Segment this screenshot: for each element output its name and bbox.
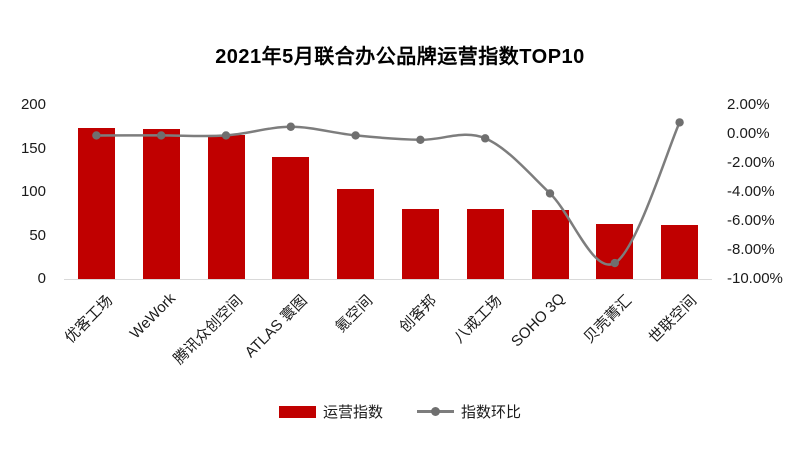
- bar-SOHO 3Q: [531, 210, 569, 279]
- line-marker-WeWork: [157, 131, 166, 140]
- right-axis-tick: -10.00%: [727, 270, 783, 287]
- left-axis-tick: 200: [20, 96, 46, 113]
- line-swatch-icon: [417, 407, 454, 416]
- line-marker-优客工场: [92, 131, 101, 140]
- bar-优客工场: [77, 128, 115, 279]
- bar-世联空间: [661, 225, 699, 279]
- legend-label-operating-index: 运营指数: [322, 404, 383, 421]
- right-axis-tick: -8.00%: [727, 241, 775, 258]
- legend: 运营指数 指数环比: [0, 401, 800, 422]
- line-marker-ATLAS 寰图: [286, 122, 295, 131]
- bar-贝壳菁汇: [596, 224, 634, 279]
- legend-item-operating-index: 运营指数: [278, 401, 383, 422]
- left-axis-tick: 0: [37, 270, 46, 287]
- right-axis-tick: 2.00%: [727, 96, 770, 113]
- line-marker-腾讯众创空间: [221, 131, 231, 140]
- bar-ATLAS 寰图: [272, 157, 310, 279]
- chart-title: 2021年5月联合办公品牌运营指数TOP10: [215, 46, 585, 68]
- right-axis-tick: -2.00%: [727, 154, 775, 171]
- bar-八戒工场: [466, 209, 504, 279]
- line-marker-世联空间: [675, 118, 684, 127]
- line-marker-贝壳菁汇: [610, 258, 619, 268]
- left-axis-tick: 150: [20, 139, 46, 157]
- line-marker-SOHO 3Q: [545, 189, 555, 198]
- line-marker-氪空间: [351, 131, 360, 140]
- legend-item-mom-index: 指数环比: [417, 401, 521, 422]
- x-axis-line: [64, 279, 712, 280]
- left-axis-tick: 50: [29, 226, 46, 244]
- right-axis-tick: 0.00%: [727, 125, 770, 142]
- line-marker-创客邦: [416, 135, 425, 144]
- trend-line: [96, 121, 681, 266]
- bar-WeWork: [142, 129, 180, 279]
- bar-腾讯众创空间: [207, 135, 245, 279]
- right-axis-tick: -4.00%: [727, 183, 775, 200]
- line-marker-八戒工场: [481, 134, 490, 143]
- legend-label-mom-index: 指数环比: [461, 404, 522, 421]
- bar-swatch-icon: [278, 405, 316, 418]
- bar-氪空间: [337, 188, 375, 279]
- left-axis-tick: 100: [20, 183, 46, 200]
- right-axis-tick: -6.00%: [727, 212, 775, 229]
- bar-创客邦: [401, 208, 439, 279]
